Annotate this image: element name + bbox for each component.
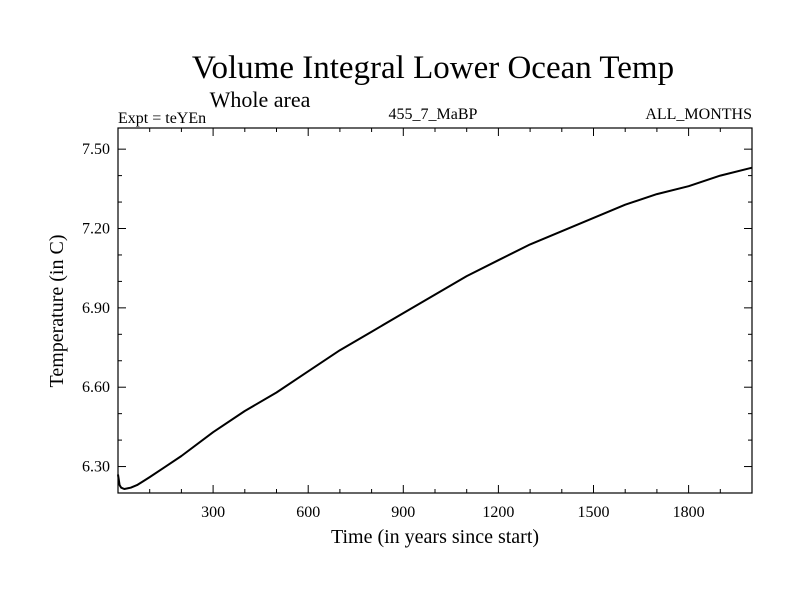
- series-layer: [117, 166, 753, 490]
- chart-subtitle: Whole area: [210, 87, 311, 112]
- run-label: 455_7_MaBP: [389, 106, 478, 123]
- months-label: ALL_MONTHS: [645, 106, 752, 123]
- plot-frame: [117, 127, 753, 494]
- y-axis-label: Temperature (in C): [46, 235, 68, 388]
- axis-ticks: 300 600 900 1200 1500 1800 6.30 6.60 6.90 7.20 7.5…: [82, 128, 752, 521]
- y-tick-label: 6.30: [82, 459, 110, 476]
- x-tick-label: 900: [391, 504, 415, 521]
- expt-label: Expt = teYEn: [118, 110, 206, 127]
- y-tick-label: 7.50: [82, 141, 110, 158]
- x-tick-label: 1800: [673, 504, 705, 521]
- y-tick-label: 7.20: [82, 221, 110, 238]
- y-tick-label: 6.90: [82, 300, 110, 317]
- x-tick-label: 1500: [578, 504, 610, 521]
- chart-title: Volume Integral Lower Ocean Temp: [192, 50, 674, 86]
- x-tick-label: 300: [201, 504, 225, 521]
- x-axis-label: Time (in years since start): [331, 526, 539, 548]
- y-tick-label: 6.60: [82, 379, 110, 396]
- series-line: [117, 166, 753, 490]
- x-tick-label: 600: [296, 504, 320, 521]
- x-tick-label: 1200: [482, 504, 514, 521]
